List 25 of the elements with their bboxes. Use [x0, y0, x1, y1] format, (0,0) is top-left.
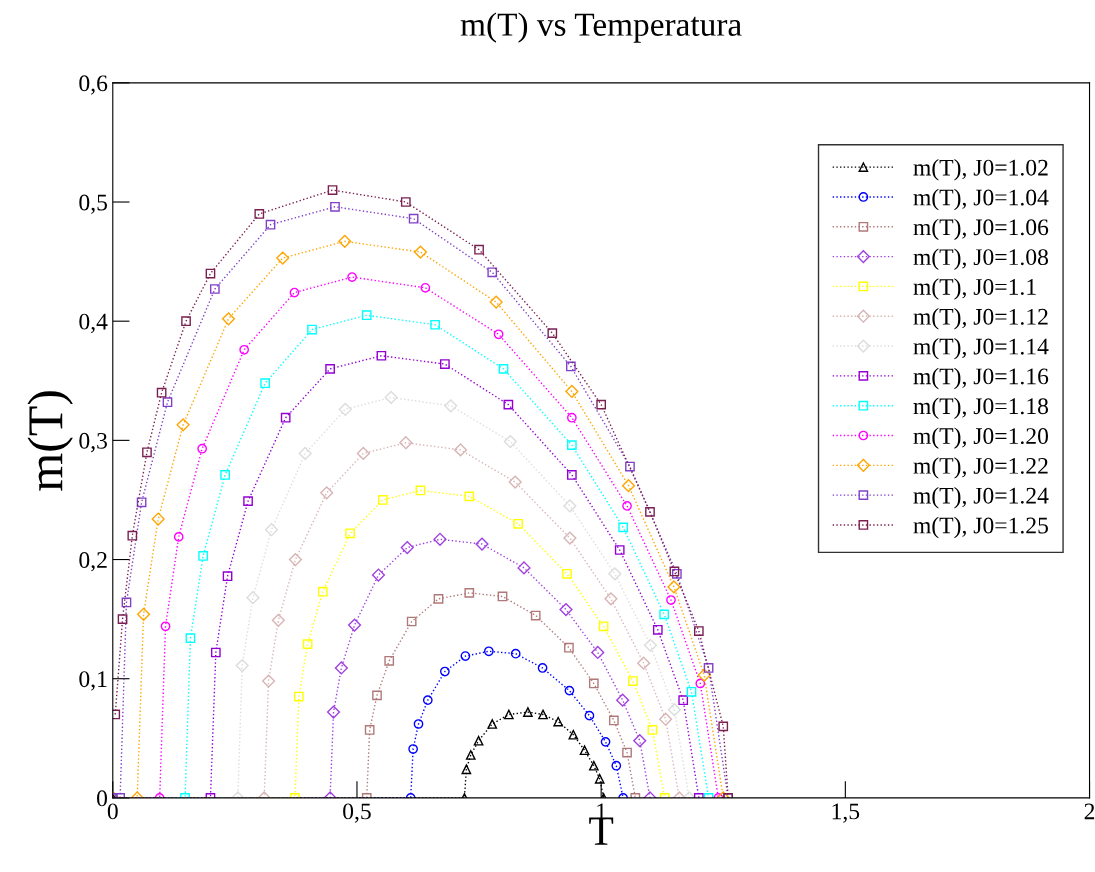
legend-label: m(T), J0=1.08: [913, 248, 1049, 270]
legend-label: m(T), J0=1.02: [913, 159, 1048, 181]
y-tick-label: 0,5: [79, 194, 107, 214]
legend-label: m(T), J0=1.16: [913, 367, 1049, 390]
y-tick-label: 0,1: [79, 671, 107, 691]
x-tick-label: 0,5: [343, 803, 371, 823]
y-tick-label: 0,3: [79, 432, 107, 453]
y-axis-title: m(T): [27, 391, 73, 491]
legend-label: m(T), J0=1.06: [913, 218, 1049, 241]
legend-label: m(T), J0=1.18: [913, 397, 1049, 419]
legend-label: m(T), J0=1.24: [913, 487, 1049, 509]
legend-label: m(T), J0=1.04: [913, 188, 1049, 211]
chart-title: m(T) vs Temperatura: [460, 12, 742, 43]
legend-label: m(T), J0=1.12: [913, 308, 1048, 330]
legend-label: m(T), J0=1.14: [913, 337, 1049, 360]
y-tick-label: 0,6: [79, 75, 108, 95]
legend-label: m(T), J0=1.22: [913, 457, 1048, 479]
y-tick-label: 0: [97, 790, 108, 807]
legend-label: m(T), J0=1.1: [913, 278, 1036, 300]
y-tick-label: 0,4: [79, 313, 108, 334]
x-tick-label: 1,5: [832, 803, 860, 823]
legend-label: m(T), J0=1.20: [913, 427, 1049, 449]
y-tick-label: 0,2: [79, 552, 107, 572]
legend-label: m(T), J0=1.25: [913, 516, 1048, 539]
x-tick-label: 2: [1084, 803, 1095, 820]
